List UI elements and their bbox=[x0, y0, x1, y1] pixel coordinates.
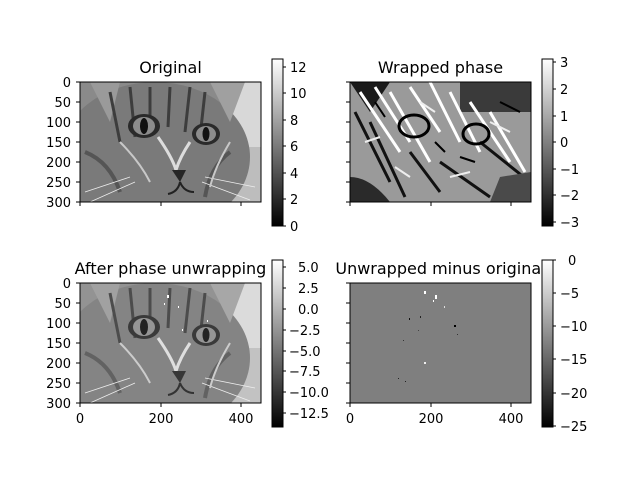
y-tick-label: 200 bbox=[46, 357, 71, 372]
y-tick-label: 100 bbox=[46, 116, 71, 131]
colorbar-gradient bbox=[271, 58, 284, 227]
colorbar-tick-label: 0 bbox=[568, 254, 576, 269]
colorbar: −3 −2 −1 0 1 2 3 bbox=[541, 56, 579, 231]
x-tick-label: 200 bbox=[149, 412, 174, 427]
y-tick-label: 300 bbox=[46, 397, 71, 412]
colorbar-tick-label: −25 bbox=[560, 420, 587, 435]
colorbar-tick-label: 0 bbox=[290, 220, 298, 235]
colorbar-tick-label: −1 bbox=[560, 163, 579, 178]
colorbar-tick-label: 2.5 bbox=[298, 282, 319, 297]
colorbar-tick-label: 8 bbox=[290, 114, 298, 129]
panel-title: Unwrapped minus original bbox=[335, 259, 545, 278]
colorbar-tick-label: −5 bbox=[560, 287, 579, 302]
panel-original: Original 0 50 100 150 200 250 300 0 2 4 … bbox=[46, 58, 306, 235]
image-area bbox=[80, 283, 261, 403]
x-tick-label: 0 bbox=[76, 412, 84, 427]
y-tick-label: 250 bbox=[46, 176, 71, 191]
y-tick-label: 50 bbox=[54, 297, 71, 312]
y-axis: 0 50 100 150 200 250 300 bbox=[46, 76, 80, 211]
colorbar-gradient bbox=[271, 259, 284, 428]
colorbar-tick-label: −5.0 bbox=[289, 345, 321, 360]
colorbar: 0 2 4 6 8 10 12 bbox=[271, 58, 307, 235]
x-tick-label: 200 bbox=[419, 412, 444, 427]
panel-wrapped-phase: Wrapped phase −3 −2 −1 0 1 2 3 bbox=[346, 56, 579, 231]
colorbar-gradient bbox=[541, 259, 554, 428]
x-axis: 0 200 400 bbox=[346, 403, 524, 427]
y-tick-label: 0 bbox=[63, 277, 71, 292]
colorbar-tick-label: −2.5 bbox=[289, 324, 321, 339]
colorbar-tick-label: 4 bbox=[290, 167, 298, 182]
y-tick-label: 0 bbox=[63, 76, 71, 91]
colorbar-tick-label: −10 bbox=[560, 320, 587, 335]
colorbar-tick-label: −2 bbox=[560, 189, 579, 204]
colorbar-tick-label: −3 bbox=[560, 216, 579, 231]
image-area bbox=[350, 283, 531, 403]
colorbar-tick-label: 12 bbox=[290, 61, 307, 76]
colorbar-tick-label: 3 bbox=[560, 56, 568, 71]
x-tick-marks bbox=[79, 202, 242, 206]
y-tick-label: 100 bbox=[46, 317, 71, 332]
panel-title: Wrapped phase bbox=[378, 58, 503, 77]
colorbar-tick-label: 0 bbox=[560, 136, 568, 151]
colorbar-tick-label: −7.5 bbox=[289, 365, 321, 380]
colorbar-tick-label: 10 bbox=[290, 87, 307, 102]
colorbar-tick-label: 2 bbox=[290, 193, 298, 208]
image-area bbox=[80, 82, 261, 202]
x-axis: 0 200 400 bbox=[76, 403, 254, 427]
tick-marks bbox=[346, 282, 350, 404]
y-tick-label: 300 bbox=[46, 196, 71, 211]
x-tick-label: 400 bbox=[229, 412, 254, 427]
y-tick-label: 200 bbox=[46, 156, 71, 171]
x-tick-label: 0 bbox=[346, 412, 354, 427]
difference-specks bbox=[398, 291, 458, 382]
colorbar-tick-label: 5.0 bbox=[298, 261, 319, 276]
colorbar-tick-label: 6 bbox=[290, 140, 298, 155]
unwrap-artifacts bbox=[164, 295, 208, 331]
y-tick-label: 50 bbox=[54, 96, 71, 111]
panel-difference: Unwrapped minus original bbox=[335, 254, 587, 435]
y-tick-label: 250 bbox=[46, 377, 71, 392]
panel-title: After phase unwrapping bbox=[75, 259, 267, 278]
colorbar-gradient bbox=[541, 58, 554, 227]
colorbar-tick-label: 2 bbox=[560, 83, 568, 98]
colorbar-tick-label: −10.0 bbox=[289, 386, 329, 401]
y-axis: 0 50 100 150 200 250 300 bbox=[46, 277, 80, 412]
colorbar-tick-label: 0.0 bbox=[298, 303, 319, 318]
colorbar: 5.0 2.5 0.0 −2.5 −5.0 −7.5 −10.0 −12.5 bbox=[271, 259, 329, 428]
tick-marks bbox=[346, 81, 512, 206]
y-tick-label: 150 bbox=[46, 136, 71, 151]
colorbar-tick-label: −20 bbox=[560, 387, 587, 402]
panel-title: Original bbox=[139, 58, 202, 77]
colorbar-tick-label: 1 bbox=[560, 110, 568, 125]
image-area bbox=[350, 82, 531, 202]
colorbar-tick-label: −15 bbox=[560, 353, 587, 368]
colorbar-tick-label: −12.5 bbox=[289, 407, 329, 422]
colorbar: 0 −5 −10 −15 −20 −25 bbox=[541, 254, 587, 435]
x-tick-label: 400 bbox=[499, 412, 524, 427]
y-tick-label: 150 bbox=[46, 337, 71, 352]
panel-after-unwrapping: After phase unwrapping 0 50 100 150 200 bbox=[46, 259, 329, 428]
